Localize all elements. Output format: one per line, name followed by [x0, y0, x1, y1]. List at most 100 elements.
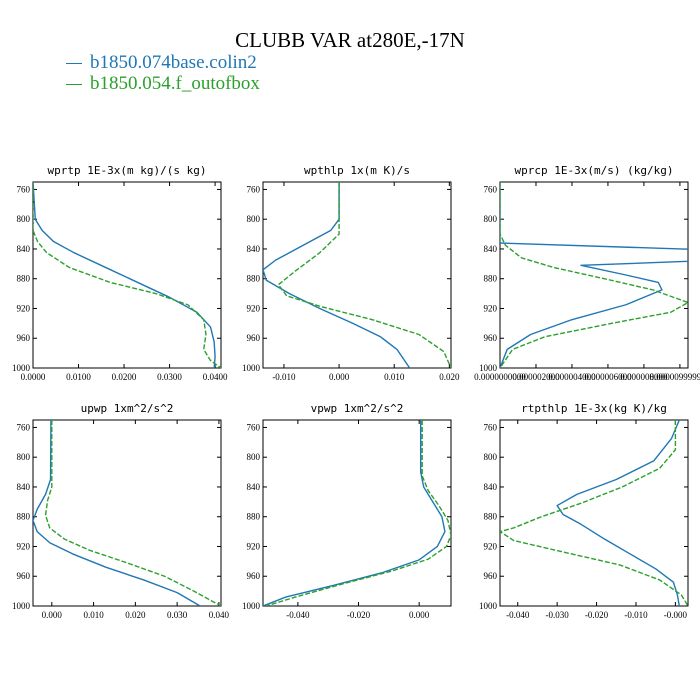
x-tick-label: 0.0000000000 — [474, 372, 526, 382]
panel-1-title: wprtp 1E-3x(m kg)/(s kg) — [48, 164, 207, 177]
panel-2-title: wpthlp 1x(m K)/s — [304, 164, 410, 177]
y-tick-label: 920 — [247, 541, 261, 551]
y-tick-label: 880 — [17, 274, 31, 284]
panel-6-frame — [499, 419, 689, 607]
y-tick-label: 1000 — [479, 601, 498, 611]
panel-5: vpwp 1xm^2/s^2 760 800 840 880 920 960 1000 -0.0… — [242, 402, 452, 620]
x-tick-label: 0.040 — [209, 610, 230, 620]
y-tick-label: 760 — [17, 422, 31, 432]
y-tick-label: 840 — [484, 244, 498, 254]
panel-2: wpthlp 1x(m K)/s 760 800 840 880 920 960 1000 -0… — [242, 164, 460, 382]
y-tick-label: 800 — [17, 214, 31, 224]
panel-6-series-2-line — [500, 420, 688, 606]
x-tick-label: 0.030 — [167, 610, 188, 620]
y-tick-label: 760 — [247, 184, 261, 194]
y-tick-label: 840 — [247, 244, 261, 254]
x-tick-label: -0.020 — [585, 610, 609, 620]
y-tick-label: 1000 — [479, 363, 498, 373]
legend-swatch-1 — [66, 63, 82, 64]
panel-1-series-1-line — [33, 182, 216, 368]
y-tick-label: 960 — [17, 333, 31, 343]
panel-4-frame — [32, 419, 222, 607]
panel-4-title: upwp 1xm^2/s^2 — [81, 402, 174, 415]
x-tick-label: 0.000004000 — [548, 372, 596, 382]
panel-6: rtpthlp 1E-3x(kg K)/kg 760 800 840 880 920 960… — [479, 402, 689, 620]
y-tick-label: 840 — [247, 482, 261, 492]
y-tick-label: 960 — [17, 571, 31, 581]
x-tick-label: 0.000 — [329, 372, 350, 382]
y-tick-label: 840 — [17, 244, 31, 254]
y-tick-label: 880 — [247, 512, 261, 522]
legend-label-1: b1850.074base.colin2 — [90, 52, 257, 73]
panel-1: wprtp 1E-3x(m kg)/(s kg) 760 800 840 880 920 9… — [12, 164, 228, 382]
y-tick-label: 920 — [484, 541, 498, 551]
panel-3-series-2-line — [500, 182, 688, 368]
y-tick-label: 760 — [484, 422, 498, 432]
y-tick-label: 880 — [484, 512, 498, 522]
panel-4: upwp 1xm^2/s^2 760 800 840 880 920 960 1000 0.00… — [12, 402, 230, 620]
x-tick-label: -0.030 — [546, 610, 570, 620]
y-tick-label: 1000 — [242, 363, 261, 373]
panel-2-series-1-line — [263, 182, 411, 368]
panel-6-series-1-line — [556, 420, 681, 606]
y-tick-label: 1000 — [12, 363, 31, 373]
panel-3-series-1-line — [500, 182, 688, 368]
y-tick-label: 760 — [247, 422, 261, 432]
y-tick-label: 840 — [484, 482, 498, 492]
x-tick-label: -0.000 — [664, 610, 688, 620]
x-tick-label: 0.010 — [384, 372, 405, 382]
y-tick-label: 880 — [484, 274, 498, 284]
panel-3: wprcp 1E-3x(m/s) (kg/kg) 760 800 840 880 920 9… — [474, 164, 700, 382]
y-tick-label: 960 — [247, 333, 261, 343]
x-tick-label: 0.0300 — [157, 372, 182, 382]
y-tick-label: 920 — [484, 303, 498, 313]
x-tick-label: 0.000008000 — [620, 372, 668, 382]
y-tick-label: 880 — [17, 512, 31, 522]
panel-2-series-2-line — [277, 182, 451, 368]
panel-2-frame — [262, 181, 452, 369]
y-tick-label: 760 — [17, 184, 31, 194]
y-tick-label: 840 — [17, 482, 31, 492]
x-tick-label: 0.000 — [42, 610, 63, 620]
x-tick-label: 0.010 — [83, 610, 104, 620]
y-tick-label: 1000 — [242, 601, 261, 611]
panel-3-title: wprcp 1E-3x(m/s) (kg/kg) — [515, 164, 674, 177]
panel-5-series-2-line — [265, 420, 451, 606]
legend: b1850.074base.colin2 b1850.054.f_outofbo… — [66, 52, 260, 94]
panel-5-series-1-line — [263, 420, 446, 606]
y-tick-label: 960 — [247, 571, 261, 581]
panel-6-title: rtpthlp 1E-3x(kg K)/kg — [521, 402, 667, 415]
x-tick-label: 0.000009999999 — [650, 372, 700, 382]
y-tick-label: 800 — [484, 214, 498, 224]
x-tick-label: 0.020 — [125, 610, 146, 620]
y-tick-label: 880 — [247, 274, 261, 284]
panel-4-series-2-line — [44, 420, 221, 606]
legend-label-2: b1850.054.f_outofbox — [90, 73, 260, 94]
panel-1-series-2-line — [33, 182, 221, 368]
legend-entry-2: b1850.054.f_outofbox — [66, 73, 260, 94]
x-tick-label: -0.040 — [506, 610, 530, 620]
y-tick-label: 800 — [484, 452, 498, 462]
y-tick-label: 800 — [17, 452, 31, 462]
x-tick-label: 0.0100 — [66, 372, 91, 382]
x-tick-label: -0.020 — [347, 610, 371, 620]
panel-1-frame — [32, 181, 222, 369]
panel-5-frame — [262, 419, 452, 607]
y-tick-label: 920 — [17, 541, 31, 551]
x-tick-label: -0.040 — [286, 610, 310, 620]
panel-5-title: vpwp 1xm^2/s^2 — [311, 402, 404, 415]
legend-entry-1: b1850.074base.colin2 — [66, 52, 260, 73]
y-tick-label: 800 — [247, 214, 261, 224]
x-tick-label: -0.010 — [624, 610, 648, 620]
y-tick-label: 760 — [484, 184, 498, 194]
y-tick-label: 920 — [17, 303, 31, 313]
y-tick-label: 960 — [484, 333, 498, 343]
x-tick-label: 0.000002000 — [512, 372, 560, 382]
x-tick-label: 0.0400 — [203, 372, 228, 382]
y-tick-label: 920 — [247, 303, 261, 313]
x-tick-label: 0.000 — [409, 610, 430, 620]
y-tick-label: 960 — [484, 571, 498, 581]
panel-4-series-1-line — [33, 420, 201, 606]
y-tick-label: 1000 — [12, 601, 31, 611]
